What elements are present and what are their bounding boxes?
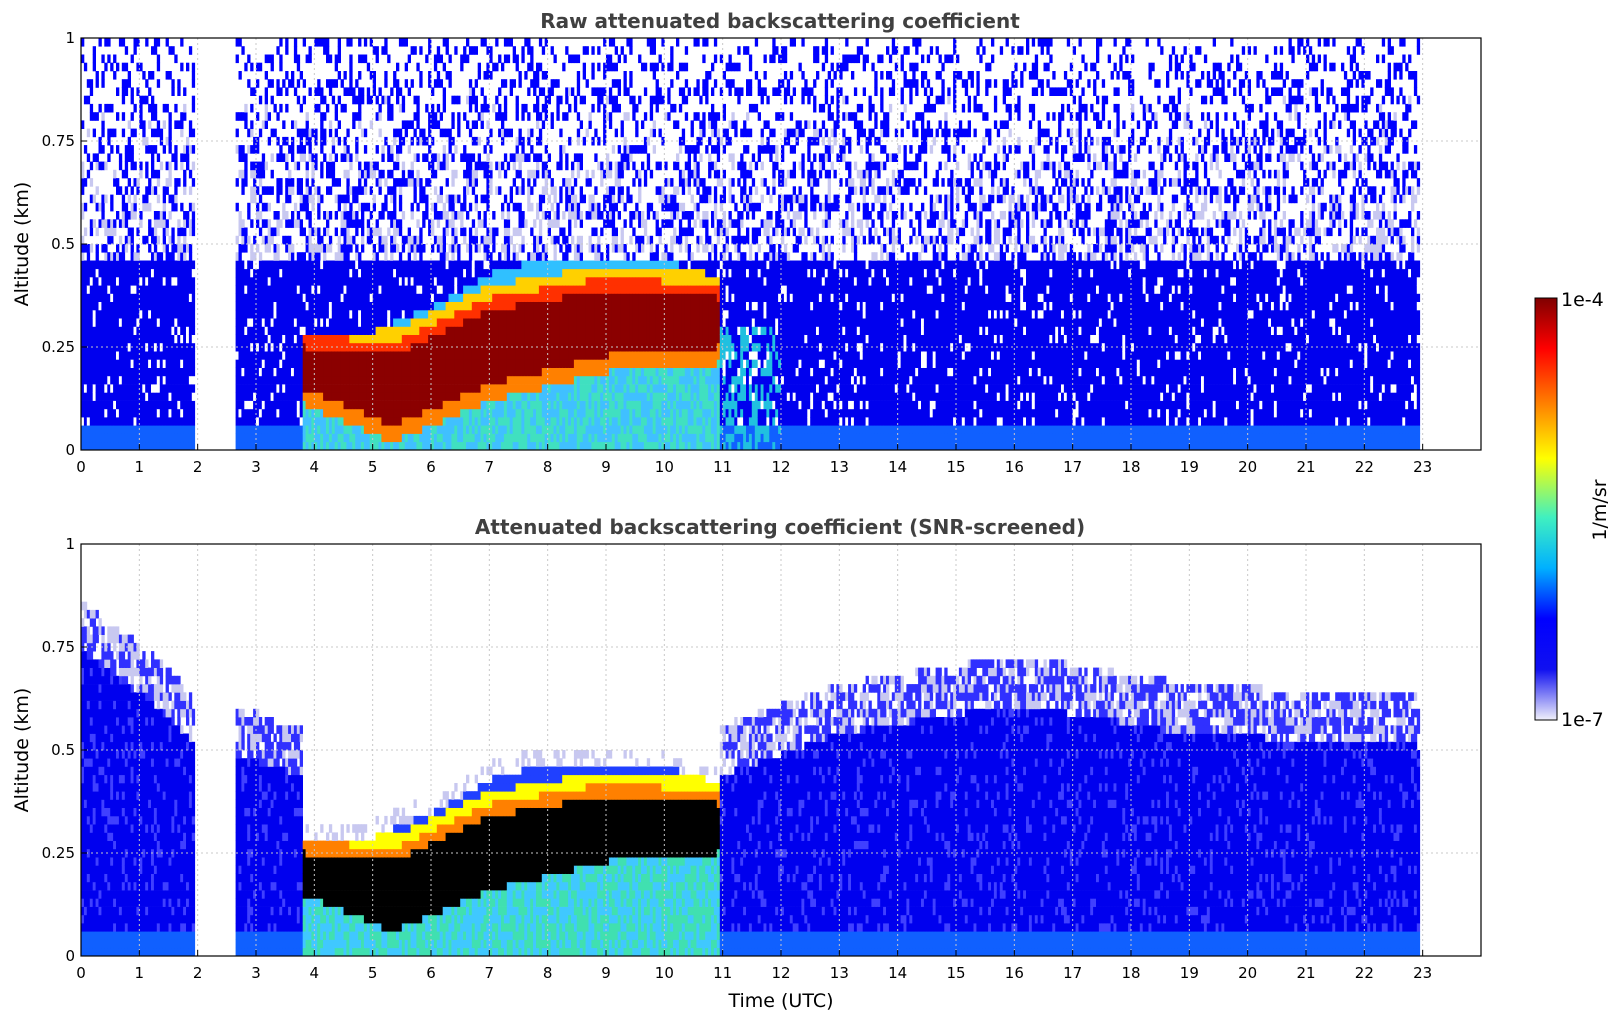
colorbar-unit-label: 1/m/sr: [1589, 479, 1611, 540]
raw-backscatter-panel: Raw attenuated backscattering coefficien…: [11, 9, 1482, 476]
screened-y-ticks: 0 0.25 0.5 0.75 1: [42, 535, 87, 965]
colorbar-max-label: 1e-4: [1561, 289, 1604, 311]
x-tick-label: 4: [310, 458, 320, 476]
x-tick-label: 7: [485, 458, 495, 476]
x-tick-label: 18: [1121, 458, 1140, 476]
raw-panel-title: Raw attenuated backscattering coefficien…: [540, 9, 1020, 33]
x-tick-label: 21: [1296, 458, 1315, 476]
x-tick-label: 10: [655, 964, 674, 982]
y-tick-label: 0: [65, 947, 75, 965]
x-tick-label: 15: [946, 458, 965, 476]
x-tick-label: 23: [1413, 964, 1432, 982]
y-tick-label: 0.5: [51, 741, 75, 759]
x-tick-label: 5: [368, 964, 378, 982]
colorbar-min-label: 1e-7: [1561, 709, 1604, 731]
x-tick-label: 22: [1355, 964, 1374, 982]
x-tick-label: 8: [543, 964, 553, 982]
x-tick-label: 16: [1005, 964, 1024, 982]
x-tick-label: 2: [193, 964, 203, 982]
y-tick-label: 1: [65, 29, 75, 47]
x-axis-label: Time (UTC): [727, 990, 833, 1012]
y-tick-label: 0.75: [42, 638, 75, 656]
x-tick-label: 0: [76, 964, 86, 982]
x-tick-label: 9: [601, 458, 611, 476]
x-tick-label: 6: [426, 964, 436, 982]
screened-panel-title: Attenuated backscattering coefficient (S…: [475, 515, 1085, 539]
x-tick-label: 22: [1355, 458, 1374, 476]
x-tick-label: 3: [251, 964, 261, 982]
x-tick-label: 7: [485, 964, 495, 982]
raw-x-ticks: 0 1 2 3 4 5 6 7 8 9 10 11 12 13 14 15 16 17 18 19 20 21 22 23: [76, 444, 1432, 476]
x-tick-label: 16: [1005, 458, 1024, 476]
x-tick-label: 1: [135, 458, 145, 476]
y-tick-label: 0.5: [51, 235, 75, 253]
x-tick-label: 23: [1413, 458, 1432, 476]
x-tick-label: 4: [310, 964, 320, 982]
raw-y-ticks: 0 0.25 0.5 0.75 1: [42, 29, 87, 459]
y-tick-label: 0.25: [42, 844, 75, 862]
y-tick-label: 0: [65, 441, 75, 459]
raw-heatmap: [81, 38, 1421, 451]
x-tick-label: 1: [135, 964, 145, 982]
x-tick-label: 19: [1180, 964, 1199, 982]
x-tick-label: 15: [946, 964, 965, 982]
x-tick-label: 14: [888, 458, 907, 476]
x-tick-label: 12: [771, 964, 790, 982]
x-tick-label: 17: [1063, 458, 1082, 476]
x-tick-label: 6: [426, 458, 436, 476]
y-tick-label: 0.75: [42, 132, 75, 150]
x-tick-label: 5: [368, 458, 378, 476]
raw-y-axis-label: Altitude (km): [11, 182, 33, 307]
y-tick-label: 1: [65, 535, 75, 553]
x-tick-label: 21: [1296, 964, 1315, 982]
x-tick-label: 3: [251, 458, 261, 476]
x-tick-label: 18: [1121, 964, 1140, 982]
x-tick-label: 19: [1180, 458, 1199, 476]
screened-y-axis-label: Altitude (km): [11, 688, 33, 813]
x-tick-label: 10: [655, 458, 674, 476]
x-tick-label: 13: [830, 964, 849, 982]
x-tick-label: 11: [713, 458, 732, 476]
x-tick-label: 9: [601, 964, 611, 982]
screened-x-ticks: 0 1 2 3 4 5 6 7 8 9 10 11 12 13 14 15 16 17 18 19 20 21 22 23: [76, 950, 1432, 982]
x-tick-label: 12: [771, 458, 790, 476]
y-tick-label: 0.25: [42, 338, 75, 356]
x-tick-label: 0: [76, 458, 86, 476]
x-tick-label: 8: [543, 458, 553, 476]
screened-heatmap: [81, 601, 1421, 957]
colorbar: 1e-4 1e-7 1/m/sr: [1534, 289, 1611, 731]
x-tick-label: 14: [888, 964, 907, 982]
x-tick-label: 17: [1063, 964, 1082, 982]
x-tick-label: 2: [193, 458, 203, 476]
x-tick-label: 13: [830, 458, 849, 476]
screened-backscatter-panel: Attenuated backscattering coefficient (S…: [11, 515, 1482, 1012]
colorbar-gradient: [1534, 297, 1558, 721]
x-tick-label: 20: [1238, 964, 1257, 982]
x-tick-label: 11: [713, 964, 732, 982]
x-tick-label: 20: [1238, 458, 1257, 476]
